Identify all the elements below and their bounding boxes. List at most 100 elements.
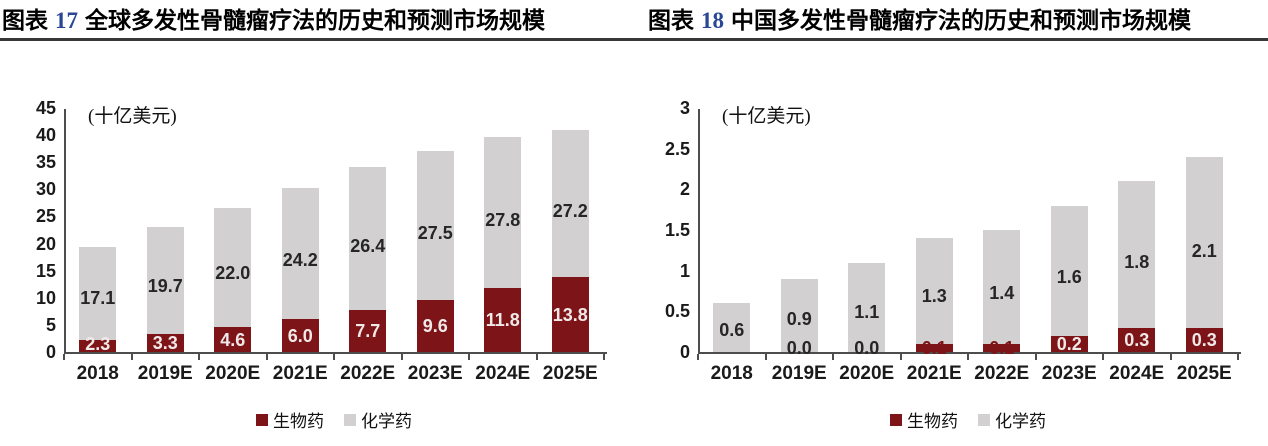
x-axis-line [64, 352, 607, 354]
y-axis-tick-label: 15 [35, 260, 56, 281]
y-axis-tick-label: 40 [35, 125, 56, 146]
chem-bar-segment [146, 227, 184, 335]
bio-bar-segment [484, 288, 522, 352]
unit-label: (十亿美元) [88, 106, 177, 127]
legend-swatch-biologics [890, 413, 902, 426]
y-axis-tick-label: 1.5 [664, 220, 690, 240]
y-axis-tick-label: 2.5 [664, 138, 690, 159]
chem-value-label: 1.1 [854, 301, 880, 322]
bio-value-label: 0.1 [989, 338, 1015, 358]
chem-value-label: 1.4 [989, 282, 1015, 303]
y-axis-line [64, 109, 66, 354]
chart-china-mm-market: (十亿美元) 0 0.5 1 1.5 2 2.5 3 0.6 2018 0.9 0.0 2019E 1.1… [634, 55, 1268, 446]
x-axis-label: 2022E [340, 363, 396, 384]
chem-value-label: 22.0 [215, 263, 251, 284]
chem-bar-segment [713, 303, 751, 352]
y-axis-line [698, 109, 700, 354]
figure-label: 图表 [648, 8, 694, 33]
bio-bar-segment [1185, 327, 1223, 352]
x-axis-label: 2021E [272, 363, 328, 384]
bio-value-label: 6.0 [287, 325, 313, 346]
legend-item: 生物药 [890, 407, 958, 432]
legend-label: 化学药 [361, 412, 412, 431]
bio-value-label: 0.2 [1056, 333, 1082, 354]
x-axis-tick-mark [967, 354, 969, 360]
x-axis-tick-mark [1034, 354, 1037, 360]
chem-bar-segment [1050, 205, 1088, 336]
chem-bar-segment [848, 262, 886, 352]
x-axis-tick-mark [265, 354, 268, 360]
y-axis-tick-label: 25 [35, 206, 56, 227]
chem-bar-segment [1118, 181, 1156, 328]
chem-value-label: 1.3 [921, 286, 947, 307]
chem-bar-segment [915, 238, 953, 344]
x-axis-tick-mark [400, 354, 403, 360]
figure-number: 18 [701, 8, 724, 33]
x-axis-label: 2020E [205, 363, 261, 384]
x-axis-tick-mark [198, 354, 200, 360]
chem-bar-segment [983, 230, 1021, 344]
legend-swatch-chemical [344, 413, 356, 426]
legend-item: 生物药 [256, 407, 324, 432]
x-axis-label: 2023E [1041, 363, 1097, 384]
unit-label: (十亿美元) [722, 106, 811, 127]
y-axis-tick-label: 0 [45, 342, 56, 362]
legend: 生物药 化学药 [64, 407, 604, 432]
chem-value-label: 17.1 [80, 287, 116, 308]
bio-bar-segment [146, 334, 184, 352]
bio-value-label: 0.0 [786, 338, 812, 358]
x-axis-tick-mark [764, 354, 767, 360]
figure-titles-header: 图表 17 全球多发性骨髓瘤疗法的历史和预测市场规模 图表 18 中国多发性骨髓瘤疗法的… [0, 0, 1268, 41]
figure-title-text: 中国多发性骨髓瘤疗法的历史和预测市场规模 [731, 8, 1191, 33]
y-axis-tick-label: 2 [679, 179, 690, 200]
chem-bar-segment [1185, 156, 1223, 328]
chem-value-label: 19.7 [147, 276, 183, 297]
chem-bar-segment [484, 137, 522, 288]
legend-label: 生物药 [907, 412, 958, 431]
y-axis-tick-label: 20 [35, 233, 56, 254]
chem-value-label: 2.1 [1191, 240, 1217, 261]
x-axis-tick-mark [333, 354, 335, 360]
bio-value-label: 0.1 [921, 338, 947, 358]
chart-global-mm-market: (十亿美元) 0 5 10 15 20 25 30 35 40 45 17.1 2.3 2018 19.7 3… [0, 55, 634, 446]
y-axis-tick-label: 5 [45, 314, 56, 335]
legend-item: 化学药 [344, 407, 412, 432]
chem-bar-segment [551, 129, 589, 278]
chem-value-label: 0.6 [719, 320, 745, 341]
chem-bar-segment [79, 246, 117, 340]
chem-bar-segment [214, 207, 252, 328]
x-axis-tick-mark [63, 354, 65, 360]
x-axis-tick-mark [535, 354, 538, 360]
chem-value-label: 1.8 [1124, 251, 1150, 272]
x-axis-tick-mark [130, 354, 133, 360]
bio-value-label: 2.3 [85, 334, 111, 354]
x-axis-tick-mark [468, 354, 470, 360]
chem-bar-segment [780, 278, 818, 352]
x-axis-tick-mark [899, 354, 902, 360]
x-axis-tick-mark [603, 354, 605, 360]
chem-value-label: 0.9 [786, 309, 812, 330]
x-axis-label: 2024E [1109, 363, 1165, 384]
bio-value-label: 13.8 [552, 304, 588, 325]
bio-value-label: 0.3 [1124, 329, 1150, 350]
legend-label: 生物药 [273, 412, 324, 431]
x-axis-label: 2019E [771, 363, 827, 384]
x-axis-label: 2018 [76, 363, 119, 384]
figure-number: 17 [55, 8, 78, 33]
bio-bar-segment [416, 299, 454, 352]
x-axis-label: 2024E [475, 363, 531, 384]
y-axis-tick-label: 0.5 [664, 301, 690, 322]
legend: 生物药 化学药 [698, 407, 1238, 432]
figure-title-text: 全球多发性骨髓瘤疗法的历史和预测市场规模 [85, 8, 545, 33]
x-axis-label: 2025E [1176, 363, 1232, 384]
bio-value-label: 7.7 [355, 321, 381, 342]
chem-value-label: 24.2 [282, 250, 318, 271]
x-axis-label: 2020E [839, 363, 895, 384]
chem-value-label: 26.4 [350, 235, 386, 256]
x-axis-label: 2025E [542, 363, 598, 384]
x-axis-label: 2022E [974, 363, 1030, 384]
bio-bar-segment [915, 343, 953, 352]
bio-bar-segment [1050, 335, 1088, 352]
x-axis-label: 2023E [407, 363, 463, 384]
chem-value-label: 27.2 [552, 200, 588, 221]
